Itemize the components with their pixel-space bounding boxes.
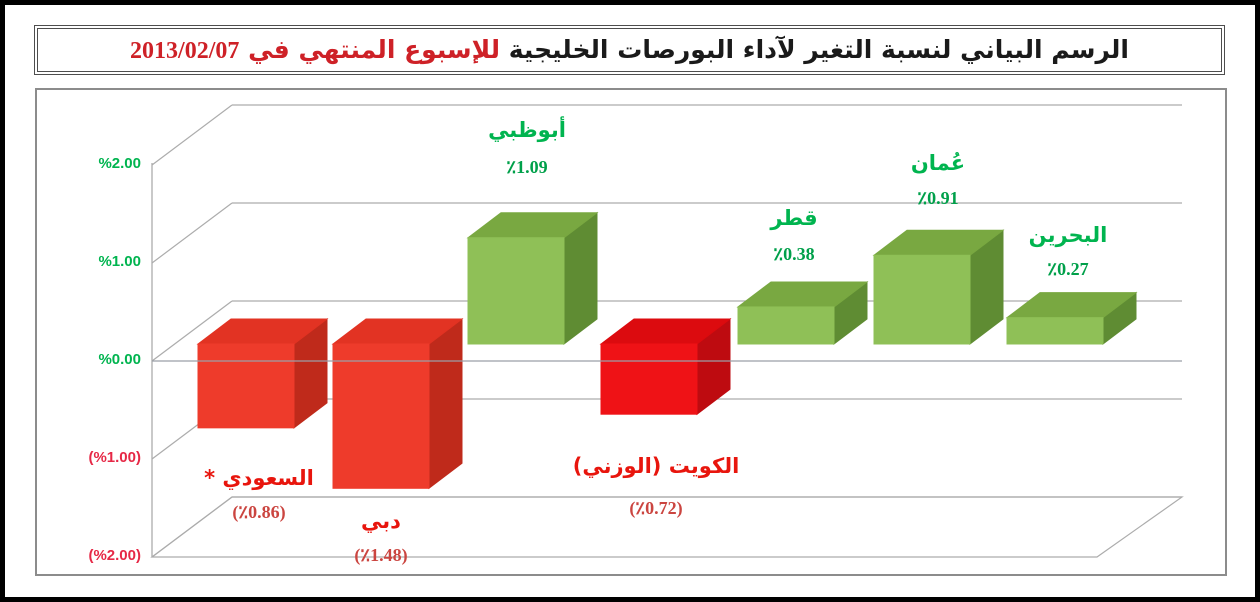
bar-front-face	[197, 343, 295, 429]
bar-front-face	[600, 343, 698, 415]
bar-label-abu-dhabi: أبوظبي	[488, 118, 566, 142]
bars	[196, 211, 1138, 490]
bar-value-qatar: ٪0.38	[773, 244, 815, 264]
bar-kuwait-weighted	[599, 317, 732, 416]
bar-abu-dhabi	[466, 211, 599, 346]
title-date: 2013/02/07	[130, 38, 240, 64]
tick-depth-line	[151, 300, 233, 362]
bar-front-face	[873, 254, 971, 345]
bar-value-oman: ٪0.91	[917, 188, 959, 208]
title-highlight: للإسبوع المنتهي في	[248, 35, 500, 64]
y-tick-label: %1.00	[98, 253, 141, 270]
bar-front-face	[467, 237, 565, 345]
bar-dubai	[331, 317, 464, 490]
bar-value-dubai: (٪1.48)	[354, 545, 408, 565]
bar-bahrain	[1005, 291, 1138, 346]
chart-title-box: الرسم البياني لنسبة التغير لآداء البورصا…	[34, 25, 1225, 75]
gridlines	[150, 104, 1184, 558]
chart-title: الرسم البياني لنسبة التغير لآداء البورصا…	[130, 35, 1129, 65]
bar-front-face	[737, 306, 835, 345]
bar-value-abu-dhabi: ٪1.09	[506, 157, 548, 177]
y-tick-label: (%2.00)	[88, 547, 141, 564]
y-tick-label: %2.00	[98, 155, 141, 172]
tick-depth-line	[151, 202, 233, 264]
bar-value-saudi: (٪0.86)	[232, 502, 286, 522]
floor	[150, 496, 1184, 558]
y-tick-label: (%1.00)	[88, 449, 141, 466]
bar-label-kuwait-weighted: الكويت (الوزني)	[572, 454, 740, 478]
bar-qatar	[736, 280, 869, 346]
bar-oman	[872, 229, 1005, 346]
bar-side-face	[428, 317, 463, 490]
y-tick-label: %0.00	[98, 351, 141, 368]
tick-depth-line	[151, 104, 233, 166]
bar-label-dubai: دبي	[361, 509, 401, 533]
bar-saudi	[196, 317, 329, 429]
bar-label-bahrain: البحرين	[1028, 223, 1108, 247]
bar-front-face	[1006, 317, 1104, 345]
bar-front-face	[332, 343, 430, 489]
bar-value-kuwait-weighted: (٪0.72)	[629, 498, 683, 518]
bar-label-saudi: السعودي *	[204, 466, 314, 490]
bar-label-oman: عُمان	[910, 151, 966, 175]
title-main: الرسم البياني لنسبة التغير لآداء البورصا…	[508, 35, 1129, 64]
bar-label-qatar: قطر	[770, 206, 818, 230]
bar-value-bahrain: ٪0.27	[1047, 259, 1089, 279]
